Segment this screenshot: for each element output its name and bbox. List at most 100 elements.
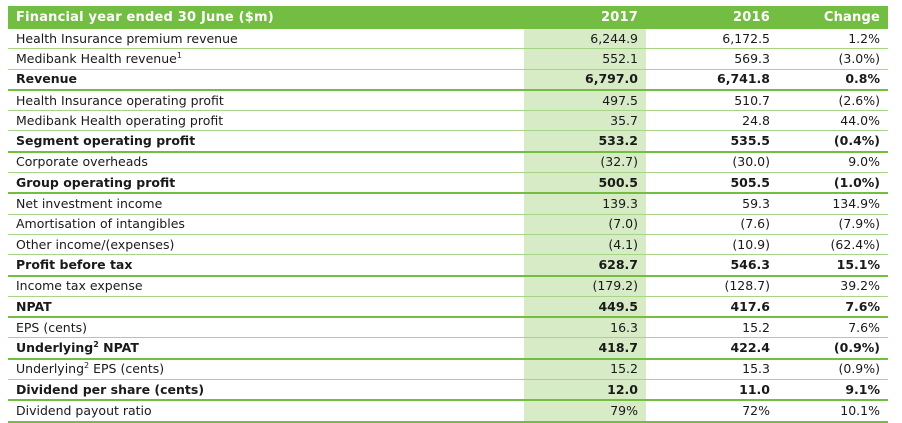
value-change: 1.2% xyxy=(778,29,888,50)
value-2016: 15.2 xyxy=(646,317,778,339)
table-header-row: Financial year ended 30 June ($m) 2017 2… xyxy=(8,6,888,29)
header-2017: 2017 xyxy=(524,6,646,29)
value-2017: 6,244.9 xyxy=(524,29,646,50)
footnote-marker: 2 xyxy=(93,340,99,350)
row-label-text: Revenue xyxy=(16,71,78,87)
value-2016: 15.3 xyxy=(646,358,778,381)
row-label: Amortisation of intangibles xyxy=(8,214,524,235)
row-label: Dividend payout ratio xyxy=(8,400,524,423)
row-label: Corporate overheads xyxy=(8,151,524,174)
row-label-text: Other income/(expenses) xyxy=(16,236,175,252)
value-2017: 79% xyxy=(524,400,646,423)
value-2016: 422.4 xyxy=(646,337,778,360)
value-2017: 16.3 xyxy=(524,317,646,339)
value-change: (0.4%) xyxy=(778,130,888,153)
row-label-text: Medibank Health operating profit xyxy=(16,112,224,128)
table-row: Income tax expense (179.2) (128.7) 39.2% xyxy=(8,275,888,297)
value-change: 10.1% xyxy=(778,400,888,423)
footnote-marker: 1 xyxy=(176,50,182,60)
row-label: Medibank Health operating profit xyxy=(8,110,524,132)
table-row: Health Insurance premium revenue 6,244.9 6… xyxy=(8,29,888,50)
footnote-marker: 2 xyxy=(84,361,90,371)
row-label-text: Underlying xyxy=(16,361,85,377)
value-2016: 6,172.5 xyxy=(646,29,778,50)
value-change: 15.1% xyxy=(778,254,888,277)
value-2016: (30.0) xyxy=(646,151,778,174)
value-2017: 139.3 xyxy=(524,193,646,215)
table-row: Revenue 6,797.0 6,741.8 0.8% xyxy=(8,69,888,91)
table-row: Medibank Health revenue1 552.1 569.3 (3.0%) xyxy=(8,48,888,70)
table-row: Amortisation of intangibles (7.0) (7.6) (7.… xyxy=(8,214,888,235)
row-label: Dividend per share (cents) xyxy=(8,379,524,402)
row-label: Medibank Health revenue1 xyxy=(8,48,524,70)
row-label-text: Medibank Health revenue xyxy=(16,50,177,66)
value-change: 7.6% xyxy=(778,296,888,319)
financial-table-container: Financial year ended 30 June ($m) 2017 2… xyxy=(8,6,888,423)
table-row: Health Insurance operating profit 497.5 51… xyxy=(8,89,888,112)
value-change: 0.8% xyxy=(778,69,888,91)
row-label-text: EPS (cents) xyxy=(16,319,87,335)
value-2016: 505.5 xyxy=(646,172,778,195)
row-label: Net investment income xyxy=(8,193,524,215)
row-label-suffix: EPS (cents) xyxy=(89,361,165,377)
table-row: Dividend per share (cents) 12.0 11.0 9.1% xyxy=(8,379,888,402)
value-2017: 497.5 xyxy=(524,89,646,112)
row-label: NPAT xyxy=(8,296,524,319)
row-label-text: Health Insurance premium revenue xyxy=(16,30,238,46)
row-label-text: Dividend payout ratio xyxy=(16,402,152,418)
table-row: Dividend payout ratio 79% 72% 10.1% xyxy=(8,400,888,423)
value-change: (0.9%) xyxy=(778,358,888,381)
table-row: Profit before tax 628.7 546.3 15.1% xyxy=(8,254,888,277)
table-row: EPS (cents) 16.3 15.2 7.6% xyxy=(8,317,888,339)
value-2016: 59.3 xyxy=(646,193,778,215)
value-2016: 6,741.8 xyxy=(646,69,778,91)
table-row: Other income/(expenses) (4.1) (10.9) (62.4%… xyxy=(8,234,888,256)
value-change: 7.6% xyxy=(778,317,888,339)
value-change: 39.2% xyxy=(778,275,888,297)
row-label: Underlying2 EPS (cents) xyxy=(8,358,524,381)
value-2016: 417.6 xyxy=(646,296,778,319)
row-label-text: Net investment income xyxy=(16,196,163,212)
value-change: 44.0% xyxy=(778,110,888,132)
row-label: Profit before tax xyxy=(8,254,524,277)
value-2016: 546.3 xyxy=(646,254,778,277)
financial-summary-table: Financial year ended 30 June ($m) 2017 2… xyxy=(8,6,888,423)
row-label: Segment operating profit xyxy=(8,130,524,153)
value-2017: 628.7 xyxy=(524,254,646,277)
value-change: (1.0%) xyxy=(778,172,888,195)
value-2017: 552.1 xyxy=(524,48,646,70)
row-label: Underlying2 NPAT xyxy=(8,337,524,360)
table-row: Segment operating profit 533.2 535.5 (0.4%) xyxy=(8,130,888,153)
value-2017: 418.7 xyxy=(524,337,646,360)
table-body: Health Insurance premium revenue 6,244.9 6… xyxy=(8,29,888,423)
row-label: Revenue xyxy=(8,69,524,91)
value-2016: (128.7) xyxy=(646,275,778,297)
header-change: Change xyxy=(778,6,888,29)
row-label: Group operating profit xyxy=(8,172,524,195)
value-change: (7.9%) xyxy=(778,214,888,235)
table-row: Underlying2 NPAT 418.7 422.4 (0.9%) xyxy=(8,337,888,360)
value-2017: (4.1) xyxy=(524,234,646,256)
value-change: (62.4%) xyxy=(778,234,888,256)
row-label-text: Amortisation of intangibles xyxy=(16,216,185,232)
value-2017: (32.7) xyxy=(524,151,646,174)
row-label-text: Segment operating profit xyxy=(16,133,196,149)
table-row: NPAT 449.5 417.6 7.6% xyxy=(8,296,888,319)
value-2016: (10.9) xyxy=(646,234,778,256)
row-label: EPS (cents) xyxy=(8,317,524,339)
row-label-text: NPAT xyxy=(16,298,52,314)
value-2016: 72% xyxy=(646,400,778,423)
row-label-text: Corporate overheads xyxy=(16,154,148,170)
value-2017: 15.2 xyxy=(524,358,646,381)
row-label-text: Health Insurance operating profit xyxy=(16,92,224,108)
table-row: Corporate overheads (32.7) (30.0) 9.0% xyxy=(8,151,888,174)
value-2017: 533.2 xyxy=(524,130,646,153)
value-2017: 449.5 xyxy=(524,296,646,319)
table-row: Underlying2 EPS (cents) 15.2 15.3 (0.9%) xyxy=(8,358,888,381)
value-2017: 35.7 xyxy=(524,110,646,132)
value-change: 134.9% xyxy=(778,193,888,215)
value-2017: 500.5 xyxy=(524,172,646,195)
value-2016: (7.6) xyxy=(646,214,778,235)
row-label: Other income/(expenses) xyxy=(8,234,524,256)
value-2017: (179.2) xyxy=(524,275,646,297)
